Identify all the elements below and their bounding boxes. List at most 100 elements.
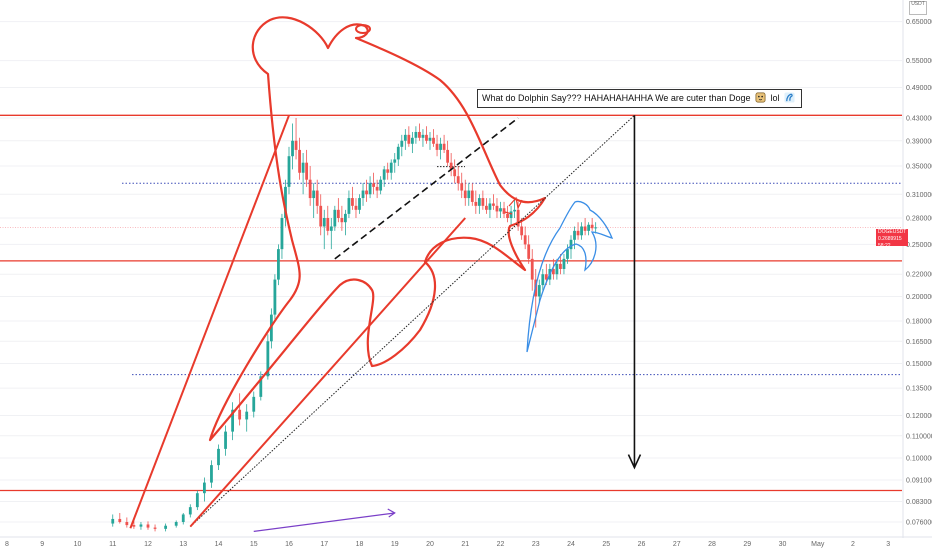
candle-body: [351, 198, 354, 206]
candle-body: [344, 213, 347, 223]
candle-body: [164, 525, 168, 529]
time-tick-label: 11: [109, 541, 116, 548]
candle-body: [425, 134, 428, 141]
dolphin-emoji-icon: [784, 92, 795, 103]
candle-body: [449, 162, 453, 170]
candle-body: [502, 208, 506, 214]
price-tick-label: 0.3900000: [906, 138, 932, 145]
candle-body: [477, 198, 481, 206]
dog-emoji-icon: [755, 92, 766, 103]
price-tick-label: 0.2200000: [906, 272, 932, 279]
candle-body: [551, 268, 555, 275]
candle-body: [111, 518, 115, 524]
candle-body: [587, 224, 591, 231]
candle-body: [210, 465, 213, 483]
candle-body: [269, 314, 273, 342]
candle-body: [238, 409, 242, 420]
candle-body: [513, 209, 516, 212]
candle-body: [555, 263, 559, 275]
price-tag-countdown: 58:22: [878, 243, 891, 249]
blue-dolphin-drawing: [526, 200, 614, 353]
candle-body: [315, 190, 319, 206]
candle-body: [530, 258, 534, 280]
candle-body: [203, 482, 206, 494]
level-layer: [0, 114, 902, 492]
time-tick-label: 30: [779, 541, 787, 548]
candle-body: [474, 201, 478, 206]
candle-body: [224, 431, 227, 449]
candle-body: [541, 274, 545, 286]
time-tick-label: 26: [638, 541, 646, 548]
price-tick-label: 0.5500000: [906, 58, 932, 65]
candle-body: [361, 190, 365, 199]
candle-body: [520, 226, 524, 236]
time-tick-label: 23: [532, 541, 540, 548]
candle-body: [576, 230, 580, 236]
time-tick-label: May: [811, 541, 825, 548]
currency-label: USDT: [909, 1, 927, 15]
candle-body: [329, 226, 333, 231]
time-axis[interactable]: 8 9 10 11 12 13 14 15 16 17 18 19 20 21 22 23 24 25 26 27 28…: [0, 536, 932, 548]
time-tick-label: 19: [391, 541, 399, 548]
candle-body: [284, 186, 287, 219]
candle-body: [442, 143, 446, 150]
price-tick-label: 0.1650000: [906, 339, 932, 346]
candle-body: [481, 198, 485, 206]
red-scribble: [504, 196, 523, 215]
candle-body: [523, 235, 527, 245]
time-tick-label: 8: [5, 541, 9, 548]
candle-body: [428, 137, 432, 141]
price-tick-label: 0.3500000: [906, 163, 932, 170]
candle-body: [562, 258, 566, 269]
candle-body: [470, 190, 474, 202]
candle-body: [453, 169, 457, 177]
candle-body: [393, 159, 397, 163]
candle-body: [506, 213, 509, 219]
candle-body: [273, 279, 277, 315]
price-tick-label: 0.1350000: [906, 386, 932, 393]
candle-body: [439, 143, 442, 150]
candle-body: [414, 131, 418, 138]
candle-body: [146, 524, 150, 528]
candle-body: [294, 140, 298, 150]
candle-body: [379, 179, 383, 191]
price-tick-label: 0.6500000: [906, 19, 932, 26]
candle-body: [365, 190, 368, 195]
line-layer: [129, 114, 642, 532]
time-tick-label: 22: [497, 541, 505, 548]
candle-body: [188, 507, 192, 515]
candle-body: [407, 134, 411, 144]
price-tick-label: 0.1200000: [906, 413, 932, 420]
candle-body: [125, 522, 129, 526]
candle-body: [509, 211, 513, 219]
candle-body: [372, 183, 375, 187]
price-tick-label: 0.0830000: [906, 499, 932, 506]
price-axis[interactable]: 0.75000000.65000000.55000000.49000000.43…: [902, 0, 932, 538]
grid-layer: [0, 21, 902, 523]
annotation-suffix: lol: [770, 93, 780, 103]
candle-body: [559, 263, 562, 269]
time-tick-label: 2: [851, 541, 855, 548]
candle-body: [537, 285, 541, 297]
purple-arrow-head: [387, 508, 396, 518]
candle-body: [291, 140, 294, 157]
annotation-note[interactable]: What do Dolphin Say??? HAHAHAHAHHA We ar…: [477, 89, 803, 108]
candle-body: [389, 162, 393, 173]
time-tick-label: 10: [74, 541, 82, 548]
candle-body: [516, 209, 520, 227]
candle-body: [590, 224, 594, 229]
red-tail-line: [129, 114, 290, 529]
candle-body: [583, 226, 587, 231]
candle-body: [492, 203, 495, 206]
candle-body: [118, 518, 122, 522]
candle-body: [259, 376, 263, 397]
candle-body: [326, 218, 330, 231]
candle-body: [354, 205, 358, 210]
candle-body: [527, 244, 531, 259]
candle-body: [418, 131, 421, 138]
drawing-layer: [208, 16, 614, 442]
annotation-text: What do Dolphin Say??? HAHAHAHAHHA We ar…: [482, 93, 751, 103]
candle-body: [312, 190, 316, 199]
